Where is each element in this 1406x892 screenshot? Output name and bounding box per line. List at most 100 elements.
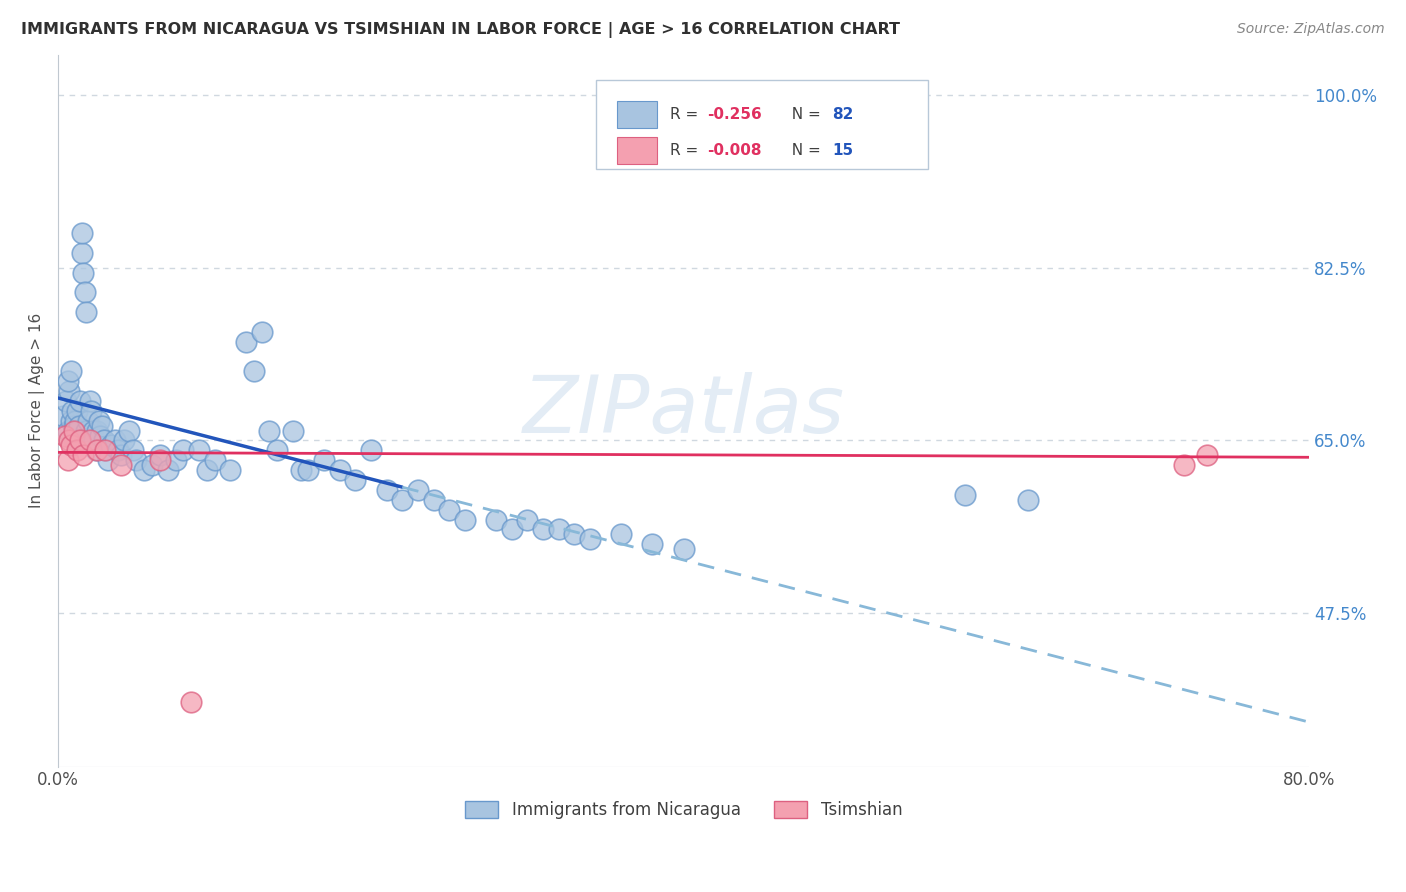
Text: ZIPatlas: ZIPatlas [523, 372, 845, 450]
Point [125, 453, 148, 467]
Point [297, 463, 319, 477]
Bar [617, 101, 658, 128]
Point [58, 434, 80, 448]
FancyBboxPatch shape [596, 80, 928, 169]
Point [672, 542, 695, 557]
Point [953, 488, 976, 502]
Point [87, 414, 110, 428]
Point [235, 334, 257, 349]
Point [55, 394, 77, 409]
Point [391, 492, 413, 507]
Point [103, 434, 125, 448]
Point [242, 364, 264, 378]
Point [77, 414, 100, 428]
Point [60, 404, 83, 418]
Point [250, 325, 273, 339]
Point [531, 523, 554, 537]
Point [93, 434, 115, 448]
Point [73, 285, 96, 300]
Point [79, 394, 101, 409]
Point [82, 424, 104, 438]
Point [65, 414, 87, 428]
Text: 82: 82 [832, 107, 853, 122]
Point [63, 424, 86, 438]
Point [107, 443, 129, 458]
Point [91, 418, 114, 433]
Point [141, 458, 163, 473]
Point [58, 384, 80, 398]
Point [1197, 448, 1219, 462]
Point [110, 458, 132, 473]
Point [290, 463, 312, 477]
Point [329, 463, 352, 477]
Point [80, 404, 103, 418]
Point [172, 443, 194, 458]
Point [53, 428, 76, 442]
Point [117, 424, 139, 438]
Text: N =: N = [783, 107, 827, 122]
Point [69, 434, 91, 448]
Point [406, 483, 429, 497]
Point [94, 443, 117, 458]
Point [70, 226, 93, 240]
Point [188, 443, 211, 458]
Point [1173, 458, 1195, 473]
Point [56, 424, 79, 438]
Point [610, 527, 633, 541]
Point [56, 374, 79, 388]
Point [66, 424, 89, 438]
Point [122, 443, 145, 458]
Point [63, 418, 86, 433]
Point [94, 443, 117, 458]
Point [72, 448, 94, 462]
Text: 15: 15 [832, 144, 853, 158]
Point [195, 463, 218, 477]
Text: Source: ZipAtlas.com: Source: ZipAtlas.com [1237, 22, 1385, 37]
Point [59, 414, 82, 428]
Point [219, 463, 242, 477]
Point [204, 453, 226, 467]
Point [149, 448, 172, 462]
Point [52, 409, 75, 423]
Point [67, 418, 90, 433]
Point [516, 512, 538, 526]
Point [86, 443, 108, 458]
Text: N =: N = [783, 144, 827, 158]
Point [360, 443, 382, 458]
Text: R =: R = [669, 144, 703, 158]
Point [100, 438, 122, 452]
Point [149, 453, 172, 467]
Point [156, 463, 179, 477]
Text: IMMIGRANTS FROM NICARAGUA VS TSIMSHIAN IN LABOR FORCE | AGE > 16 CORRELATION CHA: IMMIGRANTS FROM NICARAGUA VS TSIMSHIAN I… [21, 22, 900, 38]
Point [134, 463, 156, 477]
Point [89, 428, 111, 442]
Text: R =: R = [669, 107, 703, 122]
Point [266, 443, 288, 458]
Point [422, 492, 444, 507]
Point [75, 305, 97, 319]
Point [63, 434, 86, 448]
Point [641, 537, 664, 551]
Point [66, 404, 89, 418]
Point [66, 443, 89, 458]
Point [547, 523, 569, 537]
Point [1017, 492, 1039, 507]
Point [312, 453, 335, 467]
Point [375, 483, 398, 497]
Point [84, 443, 107, 458]
Point [259, 424, 281, 438]
Point [79, 434, 101, 448]
Point [281, 424, 304, 438]
Point [97, 453, 120, 467]
Point [86, 424, 108, 438]
Point [110, 448, 132, 462]
Point [112, 434, 135, 448]
Point [437, 502, 460, 516]
Point [501, 523, 523, 537]
Point [562, 527, 585, 541]
Point [59, 438, 82, 452]
Point [59, 364, 82, 378]
Point [69, 394, 91, 409]
Text: -0.008: -0.008 [707, 144, 762, 158]
Y-axis label: In Labor Force | Age > 16: In Labor Force | Age > 16 [30, 313, 45, 508]
